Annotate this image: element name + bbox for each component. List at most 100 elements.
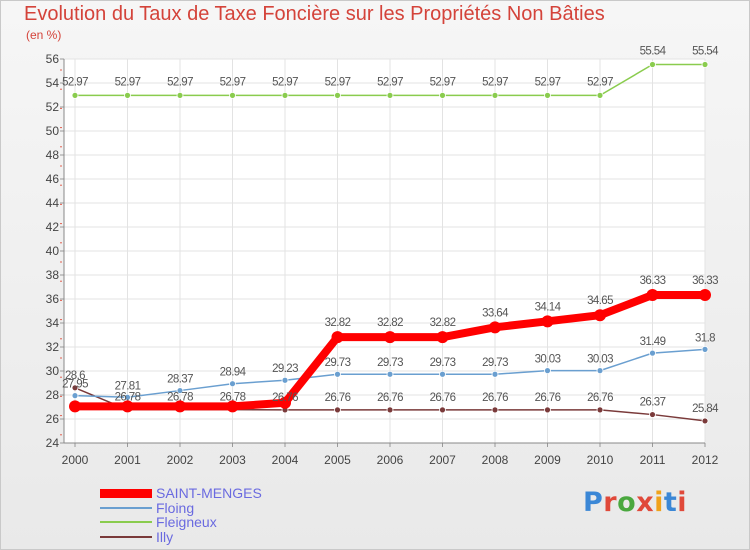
unit-label: (en %) xyxy=(26,28,62,42)
x-tick-label: 2000 xyxy=(62,453,89,467)
logo-letter: i xyxy=(677,487,688,518)
logo-letter: P xyxy=(583,487,604,518)
y-tick-label: 44 xyxy=(46,196,60,210)
data-label: 31.8 xyxy=(695,332,715,344)
data-label: 29.73 xyxy=(325,357,351,369)
x-tick-label: 2003 xyxy=(219,453,246,467)
data-label: 52.97 xyxy=(587,76,613,88)
y-tick-label: 52 xyxy=(46,100,60,114)
data-point xyxy=(701,345,709,353)
y-tick-label: 38 xyxy=(46,268,60,282)
data-label: 52.97 xyxy=(272,76,298,88)
data-label: 34.14 xyxy=(535,301,562,313)
legend-swatch xyxy=(100,535,152,538)
x-tick-label: 2010 xyxy=(587,453,614,467)
data-point xyxy=(334,370,341,378)
data-label: 26.76 xyxy=(377,392,403,404)
data-label: 28.37 xyxy=(167,374,193,386)
x-tick-label: 2008 xyxy=(482,453,509,467)
data-label: 29.23 xyxy=(272,363,298,375)
y-tick-label: 46 xyxy=(46,172,60,186)
y-tick-label: 32 xyxy=(46,340,60,354)
y-tick-label: 34 xyxy=(46,316,60,330)
data-point xyxy=(439,91,446,99)
legend-label: Fleigneux xyxy=(156,514,217,530)
y-tick-label: 30 xyxy=(46,364,60,378)
data-point xyxy=(386,406,394,414)
data-point xyxy=(331,331,344,344)
y-tick-label: 56 xyxy=(46,52,60,66)
data-label: 52.97 xyxy=(220,76,246,88)
data-label: 26.76 xyxy=(482,392,508,404)
logo-letter: x xyxy=(636,487,655,518)
data-point xyxy=(226,400,239,413)
logo-letter: i xyxy=(654,487,664,518)
data-point xyxy=(69,400,81,413)
data-label: 28.94 xyxy=(220,367,247,379)
x-tick-label: 2005 xyxy=(324,453,351,467)
data-point xyxy=(491,370,499,378)
proxiti-logo: Proxiti xyxy=(583,487,687,518)
data-point xyxy=(386,91,394,99)
data-label: 29.73 xyxy=(430,357,456,369)
data-point xyxy=(281,376,289,384)
legend-label: SAINT-MENGES xyxy=(156,485,262,501)
y-tick-label: 48 xyxy=(46,148,60,162)
x-tick-label: 2009 xyxy=(534,453,561,467)
x-tick-label: 2006 xyxy=(377,453,404,467)
data-point xyxy=(596,367,604,375)
y-tick-label: 26 xyxy=(46,412,60,426)
data-label: 52.97 xyxy=(115,76,141,88)
y-tick-label: 42 xyxy=(46,220,60,234)
data-label: 36.33 xyxy=(692,275,718,287)
y-tick-label: 40 xyxy=(46,244,60,258)
y-tick-label: 54 xyxy=(46,76,60,90)
y-tick-label: 36 xyxy=(46,292,60,306)
y-tick-label: 50 xyxy=(46,124,60,138)
x-tick-label: 2002 xyxy=(167,453,194,467)
data-label: 32.82 xyxy=(325,317,351,329)
data-label: 27.95 xyxy=(62,379,88,391)
legend-label: Floing xyxy=(156,499,195,516)
data-label: 29.73 xyxy=(377,357,403,369)
data-point xyxy=(436,331,449,344)
data-label: 32.82 xyxy=(377,317,403,329)
data-label: 26.78 xyxy=(167,392,193,404)
x-tick-label: 2001 xyxy=(114,453,141,467)
x-tick-label: 2007 xyxy=(429,453,456,467)
data-label: 26.76 xyxy=(535,392,561,404)
data-point xyxy=(439,370,446,378)
chart-title: Evolution du Taux de Taxe Foncière sur l… xyxy=(24,3,605,25)
data-label: 26.78 xyxy=(220,392,246,404)
data-point xyxy=(121,400,134,413)
data-point xyxy=(71,384,79,392)
data-point xyxy=(701,61,709,68)
data-label: 52.97 xyxy=(167,76,193,88)
data-point xyxy=(491,406,499,414)
data-point xyxy=(71,91,79,99)
data-point xyxy=(439,406,446,414)
data-label: 25.84 xyxy=(692,403,719,415)
data-point xyxy=(541,315,554,328)
data-point xyxy=(281,91,289,99)
data-label: 33.64 xyxy=(482,307,509,319)
data-label: 30.03 xyxy=(535,354,561,366)
data-point xyxy=(491,91,499,99)
legend-label: Illy xyxy=(156,528,174,545)
data-point xyxy=(386,370,394,378)
logo-letter: r xyxy=(603,487,618,518)
data-point xyxy=(334,406,341,414)
data-point xyxy=(71,392,79,400)
data-point xyxy=(649,349,656,357)
data-point xyxy=(699,289,711,302)
data-point xyxy=(176,91,184,99)
data-label: 30.03 xyxy=(587,354,613,366)
data-label: 27.81 xyxy=(115,380,141,392)
legend-swatch xyxy=(100,506,152,509)
data-point xyxy=(544,91,551,99)
data-label: 26.37 xyxy=(640,397,666,409)
data-label: 52.97 xyxy=(535,76,561,88)
data-point xyxy=(649,411,656,418)
data-point xyxy=(594,309,606,322)
